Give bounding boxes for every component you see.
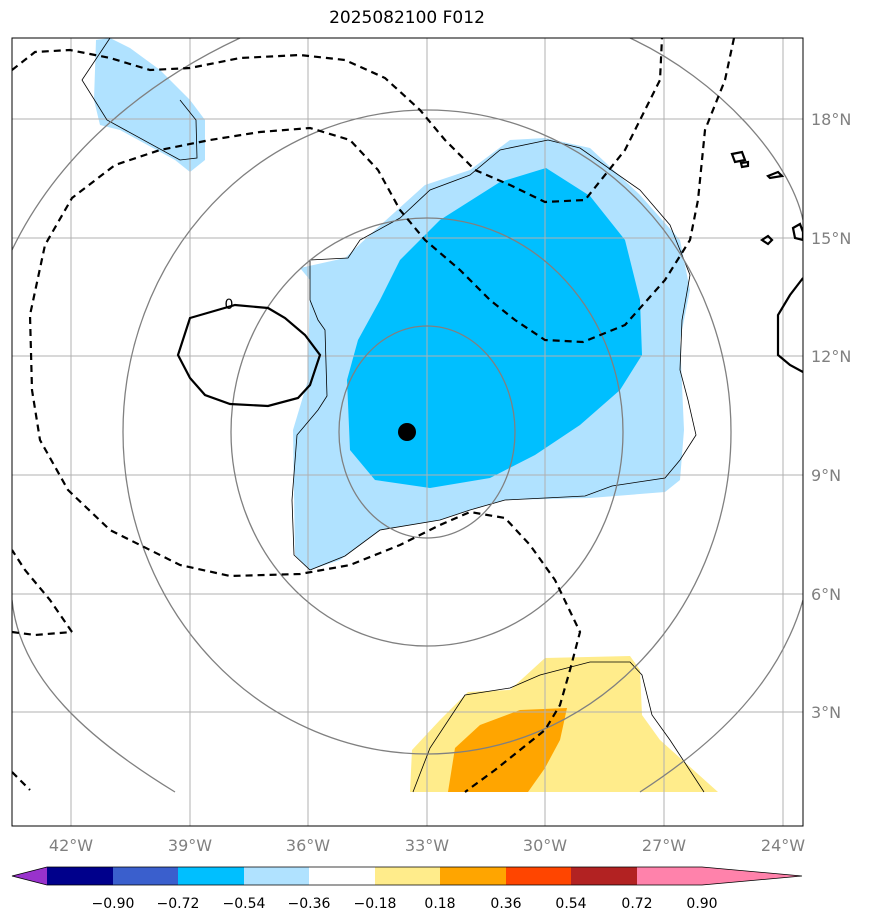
lat-tick-label: 15°N	[811, 229, 851, 248]
colorbar-bin	[309, 867, 375, 885]
dashed-contours	[12, 38, 736, 793]
lon-tick-label: 33°W	[405, 836, 449, 855]
lat-tick-label: 18°N	[811, 110, 851, 129]
lat-tick-label: 6°N	[811, 585, 841, 604]
lon-tick-label: 39°W	[168, 836, 212, 855]
deep-blue-region-main	[347, 168, 642, 488]
longitude-tick-labels: 42°W 39°W 36°W 33°W 30°W 27°W 24°W	[49, 836, 805, 855]
orange-region-south	[448, 708, 567, 792]
axes-frame	[11, 37, 804, 827]
map-area: 0	[12, 38, 803, 826]
lat-tick-label: 12°N	[811, 347, 851, 366]
colorbar-bin	[47, 867, 113, 885]
colorbar-tick-label: −0.36	[288, 896, 331, 912]
solid-contours	[176, 150, 803, 408]
colorbar-bin	[113, 867, 178, 885]
thin-outlines	[81, 38, 705, 793]
colorbar-extend-min	[12, 867, 47, 885]
lon-tick-label: 24°W	[761, 836, 805, 855]
storm-center-marker	[398, 423, 416, 441]
contour-label: 0	[225, 297, 234, 313]
colorbar-bin	[375, 867, 440, 885]
colorbar-bin	[440, 867, 506, 885]
colorbar-bin	[178, 867, 244, 885]
colorbar-tick-label: 0.18	[424, 896, 455, 912]
graticule	[12, 38, 803, 826]
lon-tick-label: 30°W	[523, 836, 567, 855]
colorbar-bin	[244, 867, 309, 885]
colorbar-tick-label: 0.90	[686, 896, 717, 912]
colorbar-tick-label: 0.36	[490, 896, 521, 912]
colorbar-tick-labels: −0.90 −0.72 −0.54 −0.36 −0.18 0.18 0.36 …	[92, 896, 718, 912]
light-blue-region-northwest	[94, 38, 205, 172]
lat-tick-label: 9°N	[811, 466, 841, 485]
colorbar-tick-label: 0.72	[621, 896, 652, 912]
colorbar-bin	[637, 867, 702, 885]
colorbar-bin	[506, 867, 571, 885]
colorbar-tick-label: −0.54	[223, 896, 266, 912]
latitude-tick-labels: 18°N 15°N 12°N 9°N 6°N 3°N	[811, 110, 851, 722]
colorbar-tick-label: −0.90	[92, 896, 135, 912]
lon-tick-label: 36°W	[286, 836, 330, 855]
colorbar-tick-label: −0.72	[157, 896, 200, 912]
colorbar-tick-label: −0.18	[354, 896, 397, 912]
colorbar-tick-label: 0.54	[555, 896, 586, 912]
colorbar	[11, 866, 803, 886]
lon-tick-label: 27°W	[642, 836, 686, 855]
colorbar-extend-max	[702, 867, 802, 885]
grey-contours	[12, 38, 803, 793]
colorbar-bin	[571, 867, 637, 885]
lat-tick-label: 3°N	[811, 703, 841, 722]
lon-tick-label: 42°W	[49, 836, 93, 855]
map-title: 2025082100 F012	[329, 8, 485, 28]
